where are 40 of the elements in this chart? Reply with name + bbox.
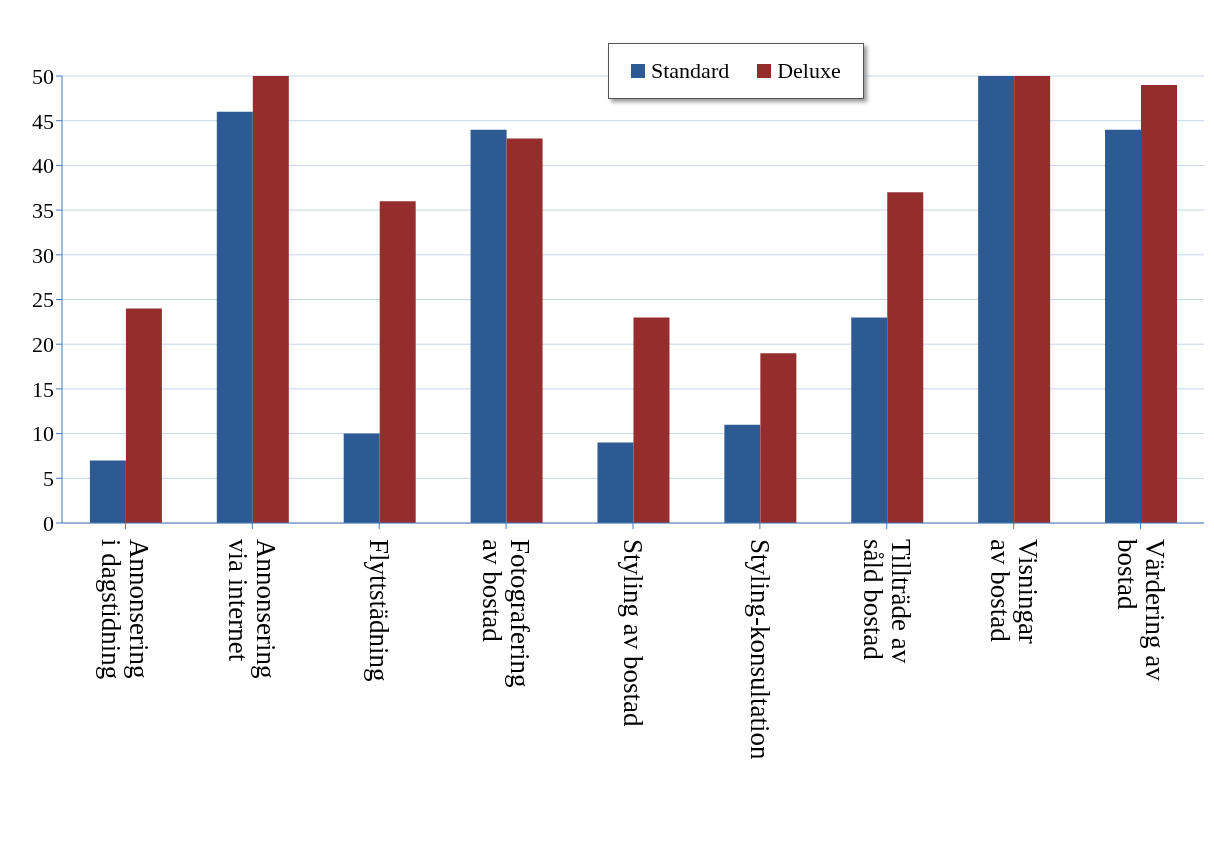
- y-tick-label: 5: [43, 466, 54, 492]
- x-tick-label: Värdering av bostad: [1111, 539, 1170, 682]
- bar: [978, 76, 1015, 523]
- bar: [252, 76, 289, 523]
- bar: [851, 317, 888, 523]
- bar: [125, 308, 162, 523]
- legend-label: Deluxe: [776, 58, 841, 84]
- x-tick-label: Styling-konsultation: [744, 539, 775, 761]
- y-tick-label: 25: [32, 287, 54, 313]
- x-tick-label: Annonsering i dagstidning: [96, 539, 155, 680]
- bar: [470, 129, 507, 523]
- y-tick-label: 0: [43, 510, 54, 536]
- bar: [1105, 129, 1142, 523]
- x-tick-label: Visningar av bostad: [984, 539, 1043, 644]
- y-tick-label: 35: [32, 197, 54, 223]
- bar: [89, 460, 126, 523]
- bar: [724, 424, 761, 523]
- x-tick-label: Annonsering via internet: [223, 539, 282, 679]
- x-tick-label: Flyttstädning: [364, 539, 395, 682]
- bar: [887, 192, 924, 523]
- legend-label: Standard: [650, 58, 730, 84]
- bar: [597, 442, 634, 523]
- y-tick-label: 15: [32, 376, 54, 402]
- bar: [216, 111, 253, 523]
- y-tick-label: 45: [32, 108, 54, 134]
- y-tick-label: 30: [32, 242, 54, 268]
- y-tick-label: 40: [32, 153, 54, 179]
- y-tick-label: 20: [32, 332, 54, 358]
- y-tick-label: 10: [32, 421, 54, 447]
- bar: [633, 317, 670, 523]
- bar: [760, 353, 797, 523]
- bar: [1014, 76, 1051, 523]
- bar: [379, 201, 416, 523]
- bar: [1141, 84, 1178, 523]
- x-tick-label: Fotografering av bostad: [477, 539, 536, 688]
- x-tick-label: Styling av bostad: [618, 539, 648, 727]
- x-tick-label: Tillträde av såld bostad: [857, 539, 916, 664]
- y-tick-label: 50: [32, 63, 54, 89]
- bar: [506, 138, 543, 523]
- bar: [343, 433, 380, 523]
